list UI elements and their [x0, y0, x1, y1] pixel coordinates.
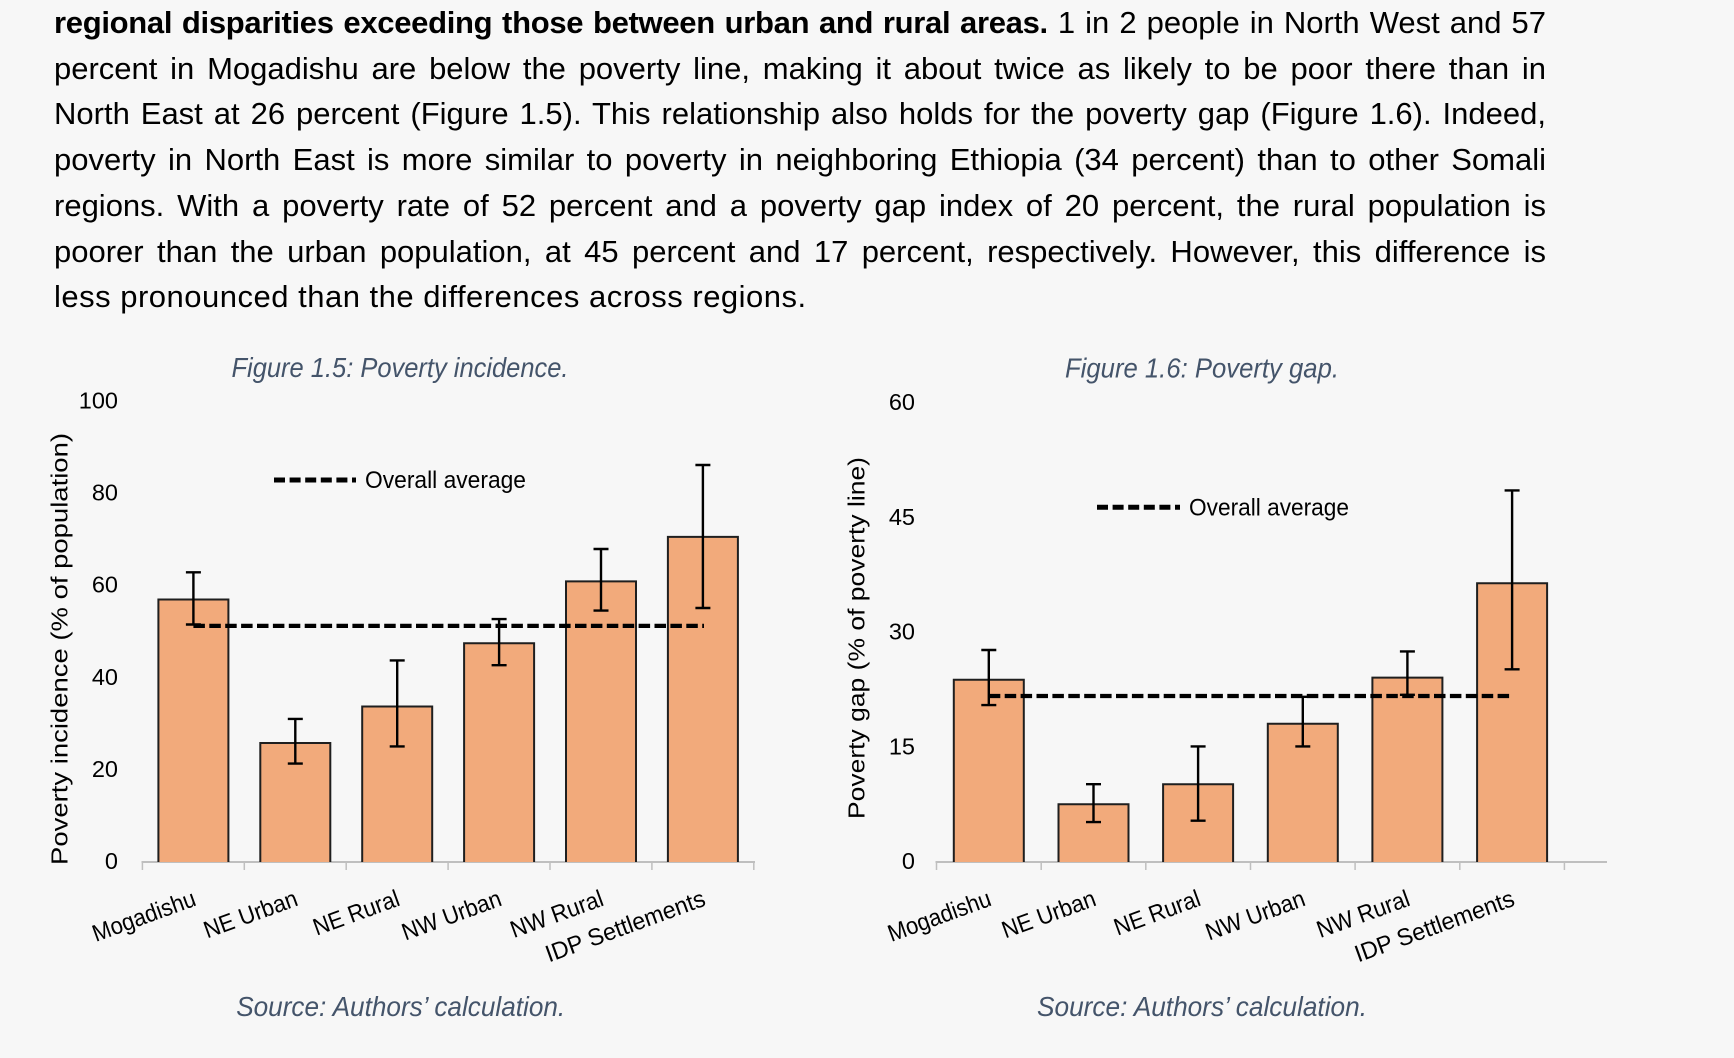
svg-text:80: 80	[92, 480, 118, 506]
svg-text:NE Urban: NE Urban	[200, 885, 301, 944]
svg-text:60: 60	[889, 389, 915, 415]
svg-text:30: 30	[889, 619, 915, 645]
svg-text:NE Urban: NE Urban	[998, 885, 1099, 944]
svg-text:60: 60	[92, 572, 118, 598]
svg-text:NW Urban: NW Urban	[398, 885, 505, 946]
svg-text:0: 0	[105, 848, 118, 874]
svg-text:Source: Authors’ calculation.: Source: Authors’ calculation.	[1037, 991, 1367, 1022]
svg-text:Figure 1.6: Poverty gap.: Figure 1.6: Poverty gap.	[1065, 352, 1339, 383]
svg-text:Poverty gap (% of poverty line: Poverty gap (% of poverty line)	[844, 457, 870, 819]
svg-text:40: 40	[92, 664, 118, 690]
svg-text:20: 20	[92, 756, 118, 782]
svg-text:Source: Authors’ calculation.: Source: Authors’ calculation.	[236, 991, 565, 1022]
svg-text:0: 0	[902, 848, 915, 874]
svg-text:15: 15	[889, 733, 915, 759]
svg-text:Poverty incidence (% of popula: Poverty incidence (% of population)	[47, 433, 73, 865]
svg-text:Overall average: Overall average	[1189, 494, 1349, 521]
svg-text:Figure 1.5: Poverty incidence.: Figure 1.5: Poverty incidence.	[232, 352, 569, 383]
svg-text:100: 100	[79, 388, 118, 414]
svg-text:Mogadishu: Mogadishu	[89, 885, 200, 947]
svg-text:NE Rural: NE Rural	[1110, 885, 1204, 941]
svg-text:Overall average: Overall average	[365, 467, 526, 494]
svg-text:NE Rural: NE Rural	[309, 885, 403, 941]
svg-text:Mogadishu: Mogadishu	[884, 885, 995, 947]
svg-text:45: 45	[889, 504, 915, 530]
svg-text:NW Urban: NW Urban	[1202, 885, 1309, 946]
